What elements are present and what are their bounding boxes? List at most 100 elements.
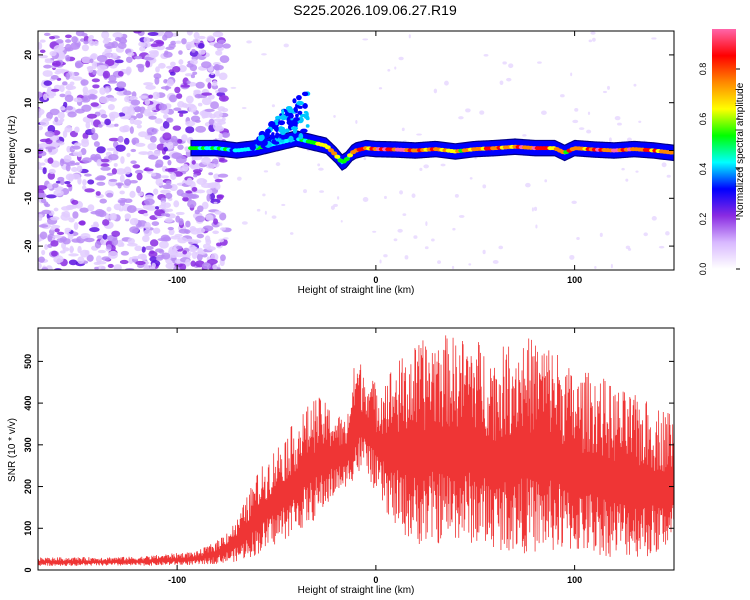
- spectrogram-spur-cell: [298, 133, 304, 140]
- spectrogram-noise-blob: [114, 36, 122, 42]
- spectrogram-noise-blob: [117, 41, 127, 50]
- spectrogram-noise-blob: [155, 41, 164, 45]
- spectrogram-faint-dot: [393, 238, 398, 242]
- spectrogram-noise-blob: [71, 173, 81, 180]
- spectrogram-noise-blob: [129, 96, 138, 101]
- spectrogram-noise-blob: [218, 72, 228, 81]
- spectrogram-noise-blob: [184, 179, 193, 186]
- spectrogram-noise-blob: [66, 145, 71, 153]
- spectrogram-noise-blob: [185, 120, 196, 127]
- spectrogram-noise-blob: [49, 50, 57, 57]
- spectrogram-noise-blob: [38, 214, 43, 218]
- spectrogram-noise-blob: [82, 86, 89, 95]
- spectrogram-noise-blob: [73, 97, 83, 103]
- spectrogram-faint-dot: [666, 174, 671, 178]
- spectrogram-noise-blob: [38, 41, 43, 50]
- spectrogram-noise-blob: [142, 204, 154, 210]
- spectrogram-noise-blob: [220, 227, 226, 231]
- spectrogram-noise-blob: [168, 228, 175, 236]
- spectrogram-noise-blob: [162, 120, 170, 129]
- spectrogram-faint-dot: [275, 162, 281, 167]
- spectrogram-y-tick-label: 20: [23, 50, 33, 60]
- spectrogram-faint-dot: [578, 127, 585, 131]
- colorbar-tick-label: 0.6: [698, 113, 708, 126]
- spectrogram-noise-blob: [125, 56, 133, 63]
- spectrogram-noise-blob: [155, 248, 164, 253]
- spectrogram-noise-blob: [160, 86, 172, 90]
- spectrogram-noise-blob: [38, 91, 43, 99]
- snr-y-tick-label: 200: [23, 479, 33, 494]
- spectrogram-noise-blob: [90, 153, 98, 161]
- spectrogram-noise-blob: [91, 127, 96, 134]
- spectrogram-spur-cell: [296, 94, 302, 101]
- spectrogram-noise-blob: [143, 168, 154, 172]
- spectrogram-spur-cell: [300, 128, 308, 133]
- spectrogram-spur-cell: [271, 132, 275, 136]
- spectrogram-noise-blob: [127, 237, 135, 245]
- spectrogram-noise-blob: [47, 172, 55, 180]
- spectrogram-noise-blob: [182, 250, 188, 255]
- spectrogram-noise-blob: [81, 185, 87, 190]
- spectrogram-noise-blob: [186, 80, 191, 84]
- spectrogram-noise-blob: [170, 61, 176, 67]
- spectrogram-noise-blob: [73, 222, 79, 231]
- spectrogram-noise-blob: [166, 141, 174, 150]
- spectrogram-noise-blob: [97, 249, 106, 254]
- spectrogram-spur-cell: [284, 128, 290, 133]
- spectrogram-noise-blob: [131, 228, 139, 234]
- spectrogram-noise-blob: [72, 211, 79, 219]
- spectrogram-noise-blob: [157, 237, 168, 242]
- spectrogram-noise-blob: [163, 146, 168, 152]
- spectrogram-faint-dot: [587, 111, 591, 116]
- spectrogram-noise-blob: [206, 188, 213, 195]
- spectrogram-noise-blob: [111, 230, 121, 237]
- spectrogram-noise-blob: [155, 257, 163, 261]
- spectrogram-noise-blob: [56, 51, 65, 59]
- spectrogram-spur-cell: [280, 114, 287, 121]
- spectrogram-noise-blob: [71, 203, 78, 209]
- spectrogram-noise-blob: [77, 151, 83, 158]
- spectrogram-faint-dot: [230, 86, 237, 89]
- spectrogram-noise-blob: [114, 123, 119, 127]
- spectrogram-x-tick-label: 0: [373, 275, 378, 285]
- page-title: S225.2026.109.06.27.R19: [293, 2, 457, 18]
- spectrogram-noise-blob: [111, 168, 117, 175]
- spectrogram-faint-dot: [531, 207, 534, 212]
- spectrogram-noise-blob: [208, 94, 215, 100]
- spectrogram-faint-dot: [452, 227, 456, 231]
- spectrogram-faint-dot: [607, 85, 610, 90]
- spectrogram-spur-cell: [301, 91, 309, 97]
- spectrogram-noise-blob: [62, 247, 70, 252]
- spectrogram-faint-dot: [408, 34, 411, 39]
- spectrogram-noise-blob: [184, 229, 191, 234]
- spectrogram-noise-blob: [212, 264, 218, 270]
- spectrogram-noise-blob: [53, 44, 65, 53]
- spectrogram-noise-blob: [143, 36, 151, 44]
- spectrogram-noise-blob: [160, 175, 169, 179]
- spectrogram-faint-dot: [318, 167, 324, 171]
- spectrogram-noise-blob: [84, 249, 90, 256]
- spectrogram-spur-cell: [293, 117, 300, 122]
- spectrogram-noise-blob: [202, 225, 214, 232]
- spectrogram-noise-blob: [52, 183, 59, 188]
- spectrogram-faint-dot: [602, 90, 608, 94]
- spectrogram-noise-blob: [154, 76, 160, 85]
- spectrogram-noise-blob: [212, 230, 219, 235]
- snr-y-axis-label: SNR (10 * v/v): [7, 418, 18, 482]
- spectrogram-spur-cell: [295, 113, 299, 118]
- spectrogram-faint-dot: [317, 163, 321, 167]
- spectrogram-noise-blob: [115, 168, 127, 175]
- spectrogram-noise-blob: [135, 260, 146, 266]
- spectrogram-noise-blob: [65, 54, 71, 62]
- spectrogram-noise-blob: [80, 233, 91, 240]
- spectrogram-noise-blob: [164, 217, 174, 223]
- spectrogram-noise-blob: [161, 252, 171, 260]
- spectrogram-noise-blob: [195, 189, 206, 194]
- snr-frame: [37, 327, 675, 571]
- spectrogram-noise-blob: [129, 180, 138, 184]
- spectrogram-noise-blob: [132, 119, 143, 126]
- spectrogram-noise-blob: [150, 43, 159, 48]
- spectrogram-noise-blob: [120, 116, 131, 120]
- spectrogram-noise-blob: [44, 131, 55, 137]
- spectrogram-noise-blob: [169, 71, 176, 76]
